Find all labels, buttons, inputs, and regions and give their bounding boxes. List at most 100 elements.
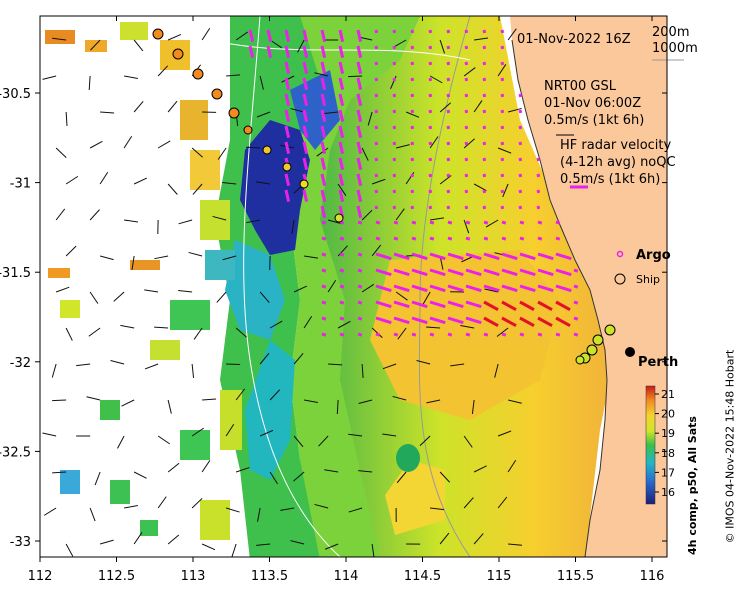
ship-marker — [192, 68, 204, 80]
hf-current-arrow — [428, 61, 433, 66]
x-tick-label: 113.5 — [251, 569, 288, 584]
gsl-current-arrow — [154, 326, 169, 329]
hf-current-arrow — [465, 236, 471, 241]
hf-current-arrow — [374, 125, 379, 130]
gsl-current-arrow — [497, 147, 512, 154]
gsl-current-arrow — [371, 178, 386, 185]
hf-current-arrow — [501, 268, 518, 277]
gsl-current-arrow — [88, 75, 91, 91]
credit-text: © IMOS 04-Nov-2022 15:48 Hobart — [723, 349, 737, 544]
gsl-current-arrow — [293, 285, 308, 293]
gsl-current-arrow — [395, 208, 405, 221]
date-label: 01-Nov-2022 16Z — [517, 32, 631, 47]
gsl-current-arrow — [297, 39, 305, 53]
gsl-current-arrow — [52, 471, 67, 474]
gsl-current-arrow — [144, 289, 159, 293]
hf-current-arrow — [447, 316, 464, 325]
gsl-current-arrow — [202, 398, 217, 401]
hf-current-arrow — [537, 332, 543, 337]
gsl-current-arrow — [508, 543, 523, 546]
hf-current-arrow — [482, 205, 487, 210]
hf-current-arrow — [338, 125, 345, 139]
hf-current-arrow — [411, 236, 417, 241]
hf-current-arrow — [501, 316, 517, 327]
hf-current-arrow — [284, 109, 291, 123]
hf-current-arrow — [356, 109, 363, 123]
gsl-current-arrow — [336, 399, 339, 415]
hf-current-arrow — [555, 268, 572, 277]
hf-current-arrow — [464, 205, 469, 210]
ship-marker — [243, 125, 253, 135]
hf-current-arrow — [357, 300, 363, 305]
gsl-current-arrow — [485, 219, 499, 228]
hf-current-arrow — [356, 173, 363, 187]
hf-current-arrow — [537, 236, 543, 241]
hf-current-arrow — [284, 93, 291, 107]
hf-current-arrow — [357, 236, 363, 241]
gsl-current-arrow — [246, 146, 261, 149]
hf-current-arrow — [374, 189, 379, 194]
gsl-current-arrow — [361, 363, 364, 378]
hf-current-arrow — [555, 300, 571, 311]
gsl-current-arrow — [89, 291, 99, 304]
hf-current-arrow — [464, 157, 469, 162]
hf-current-arrow — [356, 77, 363, 91]
hf-current-arrow — [284, 173, 291, 187]
hf-current-arrow — [482, 173, 487, 178]
sst-cold-north — [290, 70, 340, 150]
hf-current-arrow — [302, 125, 309, 139]
hf-current-arrow — [393, 236, 399, 241]
hf-current-arrow — [482, 189, 487, 194]
gsl-current-arrow — [133, 471, 147, 479]
hf-current-arrow — [483, 236, 489, 241]
hf-current-arrow — [536, 189, 541, 194]
sst-cyan-south — [245, 340, 295, 480]
hf-current-arrow — [519, 284, 536, 293]
hf-current-arrow — [573, 332, 579, 337]
hf-current-arrow — [428, 173, 433, 178]
hf-current-arrow — [500, 189, 505, 194]
hf-current-arrow — [339, 300, 345, 305]
gsl-current-arrow — [124, 505, 138, 509]
hf-current-arrow — [321, 300, 327, 305]
hf-current-arrow — [500, 157, 505, 162]
gsl-current-arrow — [222, 255, 237, 261]
hf-current-arrow — [518, 141, 523, 146]
hf-current-arrow — [536, 173, 541, 178]
sst-mid-green — [290, 16, 420, 557]
hf-current-arrow — [392, 141, 397, 146]
hf-current-arrow — [519, 236, 525, 241]
gsl-current-arrow — [193, 327, 203, 340]
hf-current-arrow — [374, 109, 379, 114]
hf-current-arrow — [446, 157, 451, 162]
hf-current-arrow — [248, 45, 255, 59]
hf-current-arrow — [429, 300, 446, 309]
gsl-current-arrow — [124, 75, 138, 80]
hf-current-arrow — [374, 29, 379, 34]
hf-current-arrow — [482, 45, 487, 50]
gsl-current-arrow — [280, 507, 295, 511]
hf-current-arrow — [338, 141, 345, 155]
hf-current-arrow — [374, 45, 379, 50]
hf-current-arrow — [428, 141, 433, 146]
gsl-current-arrow — [216, 291, 227, 303]
hf-current-arrow — [464, 45, 469, 50]
hf-current-arrow — [284, 45, 291, 59]
hf-current-arrow — [339, 220, 345, 225]
gsl-current-arrow — [507, 399, 522, 404]
hf-current-arrow — [501, 252, 518, 261]
sst-warm-core — [370, 250, 560, 420]
hf-current-arrow — [392, 205, 397, 210]
gsl-current-arrow — [51, 363, 57, 378]
gsl-current-arrow — [367, 111, 373, 126]
hf-current-arrow — [356, 157, 363, 171]
hf-current-arrow — [518, 93, 523, 98]
hf-current-arrow — [393, 268, 410, 277]
gsl-current-arrow — [222, 181, 237, 185]
ship-marker — [228, 107, 240, 119]
hf-current-arrow — [302, 189, 309, 203]
gsl-time: 01-Nov 06:00Z — [544, 96, 641, 111]
hf-current-arrow — [321, 284, 327, 289]
hf-current-arrow — [302, 45, 309, 59]
gsl-current-arrow — [337, 320, 351, 329]
